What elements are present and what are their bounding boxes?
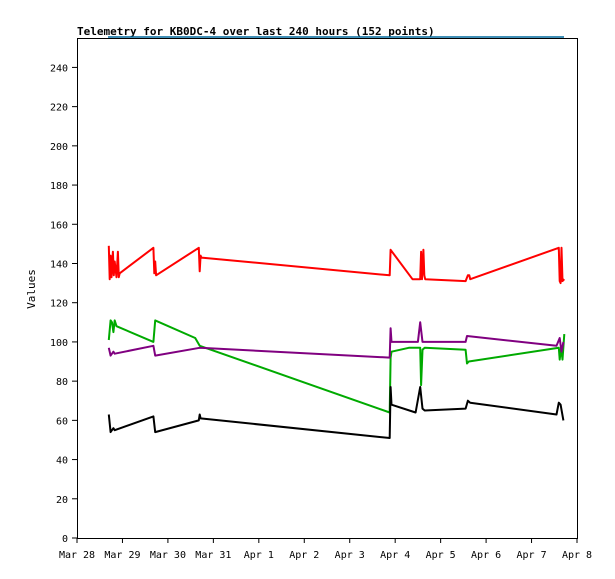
series-line-2 bbox=[107, 321, 565, 359]
x-tick-label: Apr 8 bbox=[562, 550, 592, 561]
y-tick-label: 40 bbox=[56, 456, 68, 467]
x-tick-label: Apr 2 bbox=[289, 550, 319, 561]
x-tick-label: Mar 29 bbox=[104, 550, 140, 561]
y-tick-label: 200 bbox=[50, 142, 68, 153]
y-tick-label: 120 bbox=[50, 299, 68, 310]
y-tick-label: 60 bbox=[56, 416, 68, 427]
y-tick-label: 240 bbox=[50, 63, 68, 74]
x-tick-label: Apr 6 bbox=[471, 550, 501, 561]
x-tick-label: Apr 5 bbox=[426, 550, 456, 561]
x-tick-label: Mar 31 bbox=[195, 550, 231, 561]
x-tick-label: Apr 4 bbox=[380, 550, 410, 561]
x-tick-label: Apr 1 bbox=[244, 550, 274, 561]
y-tick-label: 20 bbox=[56, 495, 68, 506]
x-tick-label: Apr 7 bbox=[516, 550, 546, 561]
y-tick-label: 80 bbox=[56, 377, 68, 388]
y-tick-label: 220 bbox=[50, 103, 68, 114]
series-line-3 bbox=[107, 386, 565, 439]
x-tick-label: Apr 3 bbox=[335, 550, 365, 561]
y-tick-label: 0 bbox=[62, 534, 68, 545]
y-tick-label: 100 bbox=[50, 338, 68, 349]
y-axis-label: Values bbox=[25, 269, 38, 309]
series-line-0 bbox=[107, 245, 566, 285]
series-layer bbox=[107, 245, 566, 439]
chart-title: Telemetry for KB0DC-4 over last 240 hour… bbox=[77, 25, 435, 38]
plot-frame bbox=[77, 38, 578, 539]
y-axis-ticks: 0 20 40 60 80 100 120 140 160 180 200 220 240 bbox=[50, 63, 77, 545]
y-tick-label: 160 bbox=[50, 220, 68, 231]
series-line-1 bbox=[107, 319, 566, 414]
x-tick-label: Mar 30 bbox=[150, 550, 186, 561]
y-tick-label: 180 bbox=[50, 181, 68, 192]
x-axis-ticks: Mar 28 Mar 29 Mar 30 Mar 31 Apr 1 Apr 2 Apr 3 A… bbox=[59, 538, 592, 561]
y-tick-label: 140 bbox=[50, 259, 68, 270]
x-tick-label: Mar 28 bbox=[59, 550, 95, 561]
